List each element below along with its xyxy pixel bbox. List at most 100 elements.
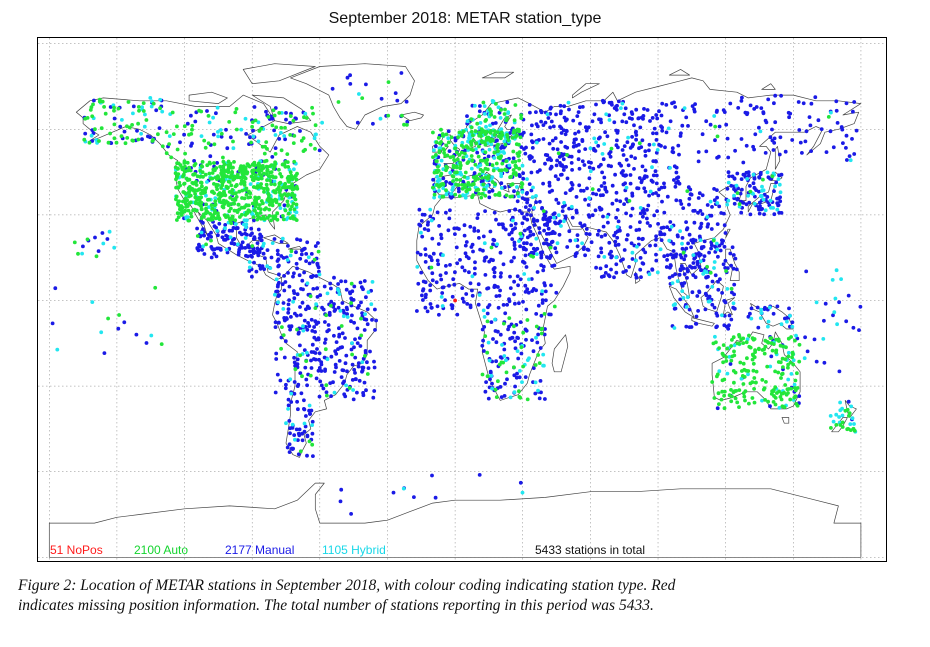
station-manual-marker	[372, 389, 377, 393]
station-hybrid-marker	[332, 390, 337, 395]
station-manual-marker	[604, 264, 609, 269]
station-manual-marker	[275, 372, 280, 377]
station-manual-marker	[304, 252, 309, 256]
station-manual-marker	[229, 241, 234, 246]
station-auto-marker	[224, 169, 229, 174]
station-manual-marker	[621, 173, 626, 178]
station-manual-marker	[295, 292, 300, 297]
station-manual-marker	[494, 294, 499, 298]
coastline-ellesmere	[242, 63, 316, 85]
station-manual-marker	[302, 398, 306, 403]
station-hybrid-marker	[828, 414, 833, 418]
station-hybrid-marker	[752, 201, 757, 206]
station-hybrid-marker	[837, 415, 841, 419]
station-auto-marker	[164, 130, 169, 135]
station-manual-marker	[554, 197, 559, 202]
station-hybrid-marker	[802, 356, 807, 361]
station-manual-marker	[332, 275, 336, 280]
station-hybrid-marker	[256, 139, 261, 144]
station-auto-marker	[434, 140, 439, 145]
station-manual-marker	[534, 312, 539, 316]
station-manual-marker	[633, 156, 637, 160]
station-hybrid-marker	[840, 406, 844, 411]
station-manual-marker	[244, 132, 249, 136]
station-auto-marker	[783, 357, 788, 362]
station-auto-marker	[721, 360, 725, 365]
station-manual-marker	[534, 288, 538, 293]
station-manual-marker	[575, 244, 580, 249]
station-manual-marker	[435, 210, 440, 215]
station-manual-marker	[372, 359, 376, 364]
station-manual-marker	[777, 152, 782, 157]
station-hybrid-marker	[600, 152, 605, 156]
station-hybrid-marker	[80, 251, 84, 256]
station-manual-marker	[521, 299, 525, 304]
station-auto-marker	[265, 216, 270, 220]
station-auto-marker	[292, 195, 296, 200]
station-manual-marker	[681, 206, 686, 211]
station-manual-marker	[553, 136, 558, 141]
station-manual-marker	[362, 279, 367, 283]
station-manual-marker	[700, 212, 705, 217]
station-manual-marker	[205, 109, 209, 113]
station-manual-marker	[353, 355, 358, 360]
station-manual-marker	[305, 453, 309, 458]
station-auto-marker	[291, 216, 296, 221]
station-manual-marker	[574, 210, 579, 215]
station-manual-marker	[691, 261, 696, 265]
station-manual-marker	[466, 256, 471, 261]
station-auto-marker	[534, 324, 539, 329]
station-auto-marker	[291, 118, 296, 123]
station-manual-marker	[289, 324, 294, 329]
station-hybrid-marker	[167, 134, 172, 138]
station-hybrid-marker	[698, 238, 703, 243]
station-manual-marker	[835, 121, 840, 125]
station-auto-marker	[436, 165, 440, 169]
station-manual-marker	[309, 358, 313, 363]
station-hybrid-marker	[726, 180, 731, 185]
station-manual-marker	[453, 232, 457, 237]
station-manual-marker	[291, 446, 295, 451]
station-auto-marker	[226, 165, 231, 169]
station-auto-marker	[229, 174, 234, 178]
station-auto-marker	[234, 191, 238, 196]
station-manual-marker	[116, 326, 121, 331]
station-auto-marker	[295, 171, 299, 176]
station-manual-marker	[288, 121, 292, 125]
station-manual-marker	[622, 112, 627, 117]
station-manual-marker	[625, 140, 630, 145]
station-auto-marker	[281, 217, 286, 222]
station-manual-marker	[513, 207, 518, 212]
station-auto-marker	[230, 214, 235, 219]
station-auto-marker	[176, 172, 181, 177]
station-hybrid-marker	[499, 186, 504, 190]
station-manual-marker	[431, 177, 435, 182]
station-auto-marker	[451, 174, 456, 179]
station-manual-marker	[323, 367, 327, 372]
station-manual-marker	[652, 213, 657, 218]
station-manual-marker	[305, 433, 310, 438]
station-auto-marker	[473, 129, 478, 134]
station-manual-marker	[694, 322, 699, 326]
station-manual-marker	[480, 343, 485, 348]
station-auto-marker	[795, 371, 799, 376]
station-manual-marker	[513, 384, 517, 389]
station-auto-marker	[220, 176, 225, 181]
station-manual-marker	[686, 124, 690, 128]
world-map	[37, 37, 887, 562]
station-manual-marker	[653, 243, 658, 248]
station-manual-marker	[643, 153, 648, 158]
station-manual-marker	[436, 242, 441, 246]
station-manual-marker	[738, 191, 743, 196]
station-manual-marker	[515, 371, 519, 376]
station-hybrid-marker	[516, 194, 521, 199]
station-manual-marker	[603, 130, 607, 135]
station-auto-marker	[253, 204, 258, 209]
station-auto-marker	[480, 372, 485, 377]
station-auto-marker	[710, 380, 715, 384]
station-auto-marker	[261, 171, 266, 176]
station-hybrid-marker	[710, 284, 715, 289]
station-manual-marker	[521, 171, 525, 176]
station-hybrid-marker	[833, 296, 838, 301]
station-manual-marker	[454, 245, 459, 250]
